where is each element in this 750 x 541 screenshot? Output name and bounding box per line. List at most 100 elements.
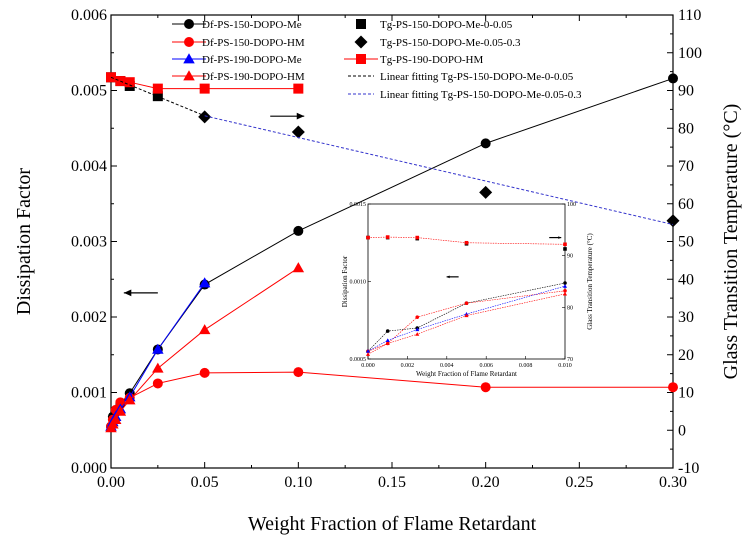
legend-label: Tg-PS-150-DOPO-Me-0-0.05	[380, 19, 513, 31]
inset-data-point	[365, 352, 371, 356]
x-tick-label: 0.10	[284, 474, 312, 491]
inset-data-point	[366, 235, 370, 240]
y-left-tick-label: 0.006	[71, 7, 107, 24]
data-point	[291, 125, 305, 139]
data-point	[666, 214, 680, 228]
data-point	[668, 382, 678, 393]
legend-swatch-marker	[354, 35, 368, 49]
series-3	[105, 262, 305, 433]
y-left-tick-label: 0.000	[71, 460, 107, 477]
y-left-tick-label: 0.001	[71, 385, 107, 402]
inset-arrow-1-head	[558, 236, 562, 239]
series-5	[198, 110, 680, 228]
legend-item: Tg-PS-150-DOPO-Me-0-0.05	[356, 19, 513, 31]
data-point	[152, 83, 163, 94]
legend-item: Linear fitting Tg-PS-150-DOPO-Me-0-0.05	[348, 71, 574, 83]
legend-item: Df-PS-190-DOPO-HM	[172, 70, 305, 83]
fit-line	[204, 115, 674, 225]
y-right-tick-label: 70	[678, 158, 694, 175]
inset-x-tick-label: 0.002	[401, 363, 415, 369]
x-tick-label: 0.00	[97, 474, 125, 491]
legend-swatch-marker	[356, 54, 366, 64]
inset-data-point	[415, 315, 420, 319]
inset-x-axis-title: Weight Fraction of Flame Retardant	[416, 370, 517, 378]
legend-label: Df-PS-150-DOPO-Me	[202, 19, 302, 31]
data-point	[198, 110, 212, 124]
series-8	[204, 115, 674, 225]
inset-data-point	[385, 341, 390, 346]
y-left-axis-title: Dissipation Factor	[13, 168, 35, 316]
data-point	[115, 397, 126, 408]
data-point	[293, 225, 304, 236]
series-line	[110, 267, 299, 429]
legend-item: Linear fitting Tg-PS-150-DOPO-Me-0.05-0.…	[348, 89, 582, 101]
inset-data-point	[562, 284, 568, 288]
y-right-tick-label: -10	[678, 460, 699, 477]
inset-chart: 0.000 0.002 0.004 0.006 0.008 0.010 0.0005 0.00…	[338, 196, 600, 386]
axis-arrow-1-head	[296, 112, 305, 120]
data-point	[198, 277, 211, 288]
x-tick-label: 0.30	[659, 474, 687, 491]
inset-y-left-axis-title: Dissipation Factor	[341, 255, 349, 307]
x-tick-label: 0.15	[378, 474, 406, 491]
legend: Df-PS-150-DOPO-Me Df-PS-150-DOPO-HM Df-PS-…	[172, 19, 582, 101]
data-point	[292, 262, 305, 273]
inset-data-point	[563, 281, 567, 285]
y-right-tick-label: 110	[678, 7, 701, 24]
legend-item: Tg-PS-150-DOPO-Me-0.05-0.3	[354, 35, 521, 49]
data-point	[198, 324, 211, 335]
x-axis-title: Weight Fraction of Flame Retardant	[248, 513, 537, 535]
inset-series-5	[366, 235, 567, 247]
inset-series-3	[365, 291, 568, 356]
legend-label: Tg-PS-150-DOPO-Me-0.05-0.3	[380, 37, 521, 49]
legend-item: Df-PS-150-DOPO-HM	[172, 37, 305, 49]
x-tick-label: 0.20	[472, 474, 500, 491]
legend-swatch-marker	[356, 19, 366, 29]
y-left-tick-label: 0.005	[71, 83, 107, 100]
data-point	[668, 73, 678, 84]
main-chart: 0.00 0.05 0.10 0.15 0.20 0.25 0.30 0.000 0.001 0.…	[13, 7, 742, 535]
y-right-tick-label: 60	[678, 196, 694, 213]
data-point	[152, 362, 164, 373]
inset-data-point	[563, 247, 567, 251]
y-right-tick-label: 30	[678, 309, 694, 326]
inset-data-point	[464, 313, 469, 318]
data-point	[293, 367, 304, 378]
series-7	[110, 76, 205, 117]
inset-y-right-tick-label: 70	[567, 357, 573, 363]
legend-item: Tg-PS-190-DOPO-HM	[344, 54, 484, 66]
data-point	[109, 413, 122, 424]
inset-x-tick-label: 0.000	[361, 363, 375, 369]
legend-label: Df-PS-190-DOPO-HM	[202, 71, 305, 83]
legend-swatch-marker	[184, 37, 194, 47]
inset-x-tick-label: 0.008	[519, 363, 533, 369]
legend-swatch-marker	[183, 53, 195, 64]
y-right-tick-label: 0	[678, 422, 686, 439]
inset-x-tick-label: 0.004	[440, 363, 454, 369]
inset-series-2	[365, 284, 568, 353]
y-left-tick-label: 0.003	[71, 234, 107, 251]
legend-label: Df-PS-150-DOPO-HM	[202, 37, 305, 49]
inset-y-right-tick-label: 100	[567, 202, 576, 208]
inset-data-point	[562, 291, 568, 296]
legend-swatch-marker	[183, 70, 195, 81]
data-point	[480, 382, 491, 393]
y-right-tick-label: 100	[678, 45, 702, 62]
x-tick-label: 0.25	[565, 474, 593, 491]
y-right-tick-label: 10	[678, 385, 694, 402]
legend-item: Df-PS-150-DOPO-Me	[172, 19, 302, 31]
inset-data-point	[464, 301, 469, 306]
inset-y-right-tick-label: 90	[567, 254, 573, 260]
data-point	[152, 378, 163, 389]
inset-data-point	[415, 235, 420, 240]
data-point	[199, 83, 210, 94]
y-left-tick-label: 0.002	[71, 309, 107, 326]
y-right-axis-title: Glass Transition Temperature (°C)	[720, 104, 742, 380]
data-point	[479, 185, 493, 199]
data-point	[124, 77, 135, 88]
y-right-tick-label: 80	[678, 120, 694, 137]
legend-label: Linear fitting Tg-PS-150-DOPO-Me-0-0.05	[380, 71, 574, 83]
legend-swatch-marker	[184, 19, 194, 29]
inset-data-point	[563, 242, 567, 247]
